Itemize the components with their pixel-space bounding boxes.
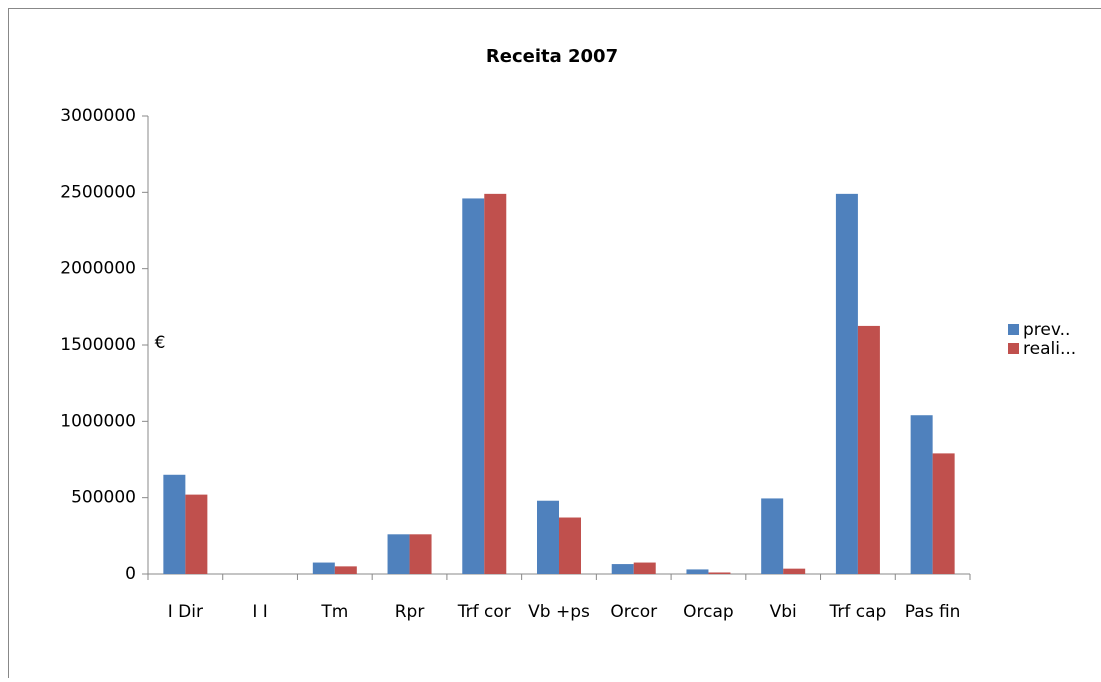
y-tick-label: 500000 xyxy=(71,488,136,508)
bar xyxy=(836,194,858,574)
bar xyxy=(410,534,432,574)
x-tick-label: Orcor xyxy=(610,602,657,622)
x-tick-label: Vbi xyxy=(770,602,797,622)
bar xyxy=(761,498,783,574)
bar xyxy=(708,572,730,574)
bar xyxy=(686,569,708,574)
bar xyxy=(313,563,335,574)
x-tick-label: Rpr xyxy=(395,602,425,622)
y-axis-label: € xyxy=(155,333,166,353)
bar xyxy=(559,518,581,574)
bar xyxy=(462,198,484,574)
x-tick-label: Tm xyxy=(320,602,348,622)
bar xyxy=(911,415,933,574)
bar xyxy=(185,495,207,574)
legend-label: prev.. xyxy=(1023,320,1070,340)
legend-label: reali... xyxy=(1023,339,1076,359)
legend-swatch xyxy=(1008,324,1019,335)
x-tick-label: Vb +ps xyxy=(528,602,590,622)
bar xyxy=(612,564,634,574)
x-tick-label: Trf cap xyxy=(828,602,886,622)
bar xyxy=(634,563,656,574)
bar xyxy=(858,326,880,574)
bar xyxy=(783,569,805,574)
chart-frame xyxy=(9,9,1101,679)
y-tick-label: 2500000 xyxy=(60,182,136,202)
x-tick-label: Pas fin xyxy=(905,602,961,622)
x-tick-label: Trf cor xyxy=(457,602,511,622)
y-tick-label: 3000000 xyxy=(60,106,136,126)
legend-swatch xyxy=(1008,343,1019,354)
bar xyxy=(933,453,955,574)
bar xyxy=(484,194,506,574)
y-tick-label: 2000000 xyxy=(60,259,136,279)
y-tick-label: 1000000 xyxy=(60,411,136,431)
x-tick-label: I Dir xyxy=(168,602,203,622)
bar xyxy=(163,475,185,574)
chart-title: Receita 2007 xyxy=(486,46,618,67)
bar xyxy=(537,501,559,574)
bar xyxy=(335,566,357,574)
bar xyxy=(388,534,410,574)
x-tick-label: Orcap xyxy=(683,602,734,622)
y-tick-label: 1500000 xyxy=(60,335,136,355)
y-tick-label: 0 xyxy=(125,564,136,584)
x-tick-label: I I xyxy=(252,602,267,622)
